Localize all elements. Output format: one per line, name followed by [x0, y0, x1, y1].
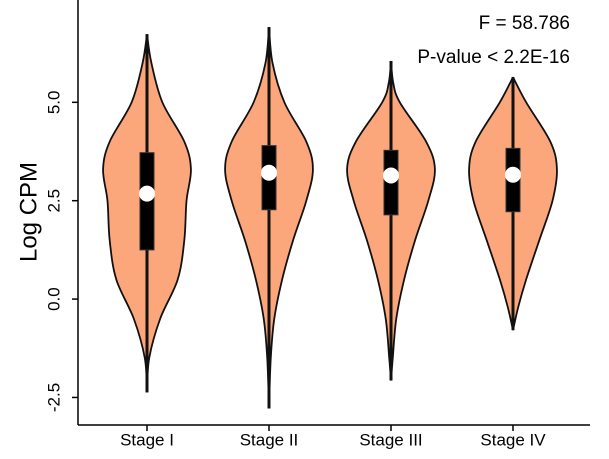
median [139, 185, 155, 202]
violin-half [102, 34, 148, 393]
y-tick-label: -2.5 [44, 383, 63, 412]
violin-half [468, 76, 514, 331]
violin-half [390, 60, 436, 381]
median [383, 167, 399, 184]
x-tick-label: Stage III [359, 430, 422, 449]
y-tick-label: 2.5 [44, 189, 63, 213]
violin-half [146, 34, 192, 393]
annotation: P-value < 2.2E-16 [417, 47, 570, 68]
y-axis-label: Log CPM [15, 162, 42, 262]
violin-half [268, 27, 314, 409]
y-tick-label: 0.0 [44, 287, 63, 311]
violin-half [512, 76, 558, 331]
median [505, 166, 521, 183]
y-tick-label: 5.0 [44, 90, 63, 114]
violin-half [224, 27, 270, 409]
annotation: F = 58.786 [479, 13, 570, 34]
x-tick-label: Stage I [120, 430, 174, 449]
median [261, 164, 277, 181]
violin-half [346, 60, 392, 381]
x-tick-label: Stage IV [480, 430, 546, 449]
x-tick-label: Stage II [240, 430, 299, 449]
